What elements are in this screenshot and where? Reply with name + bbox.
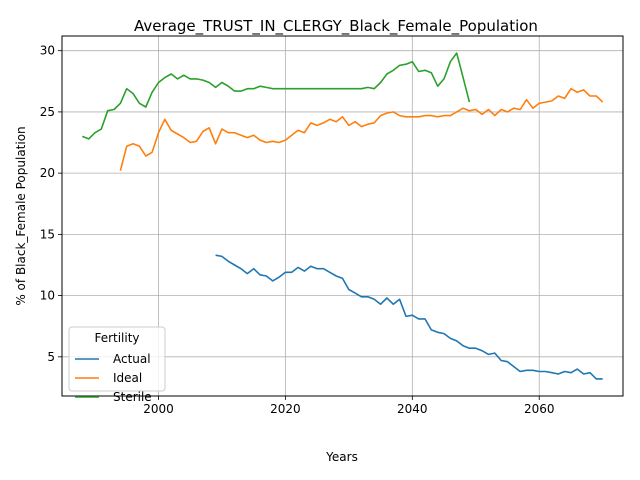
y-tick-label: 20 [40, 166, 55, 180]
legend-label-sterile: Sterile [113, 390, 152, 404]
y-tick-label: 15 [40, 227, 55, 241]
x-tick-label: 2040 [397, 402, 428, 416]
y-tick-label: 30 [40, 44, 55, 58]
plot-frame [61, 35, 624, 397]
series-line-actual [215, 254, 603, 380]
legend-box [68, 326, 166, 392]
y-tick-label: 25 [40, 105, 55, 119]
x-axis-label: Years [325, 450, 358, 464]
series-line-sterile [82, 52, 471, 140]
legend: Fertility Actual Ideal Sterile [68, 326, 166, 404]
legend-items: Actual Ideal Sterile [75, 352, 152, 404]
y-tick-label: 10 [40, 289, 55, 303]
legend-label-ideal: Ideal [113, 371, 142, 385]
series-lines [82, 52, 604, 380]
chart-title: Average_TRUST_IN_CLERGY_Black_Female_Pop… [134, 17, 538, 36]
x-axis-ticks: 2000 2020 2040 2060 [143, 396, 555, 416]
legend-title: Fertility [94, 331, 139, 345]
x-tick-label: 2060 [524, 402, 555, 416]
series-line-ideal [119, 87, 604, 171]
y-axis-ticks: 5 10 15 20 25 30 [40, 44, 62, 364]
y-tick-label: 5 [47, 350, 55, 364]
y-axis-label: % of Black_Female Population [14, 126, 28, 305]
x-tick-label: 2000 [143, 402, 174, 416]
legend-label-actual: Actual [113, 352, 151, 366]
x-tick-label: 2020 [270, 402, 301, 416]
